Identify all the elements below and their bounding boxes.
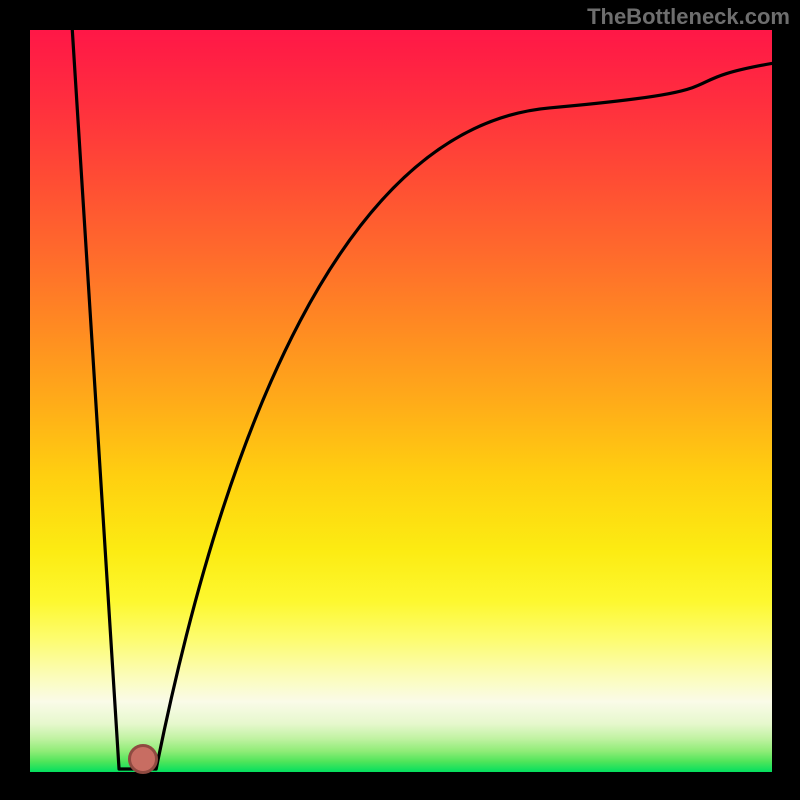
left-slope [72, 30, 119, 769]
plot-area [30, 30, 772, 772]
curve-layer [30, 30, 772, 772]
valley-marker [128, 744, 158, 774]
watermark-text: TheBottleneck.com [587, 4, 790, 30]
right-curve [156, 63, 772, 769]
figure-root: TheBottleneck.com [0, 0, 800, 800]
